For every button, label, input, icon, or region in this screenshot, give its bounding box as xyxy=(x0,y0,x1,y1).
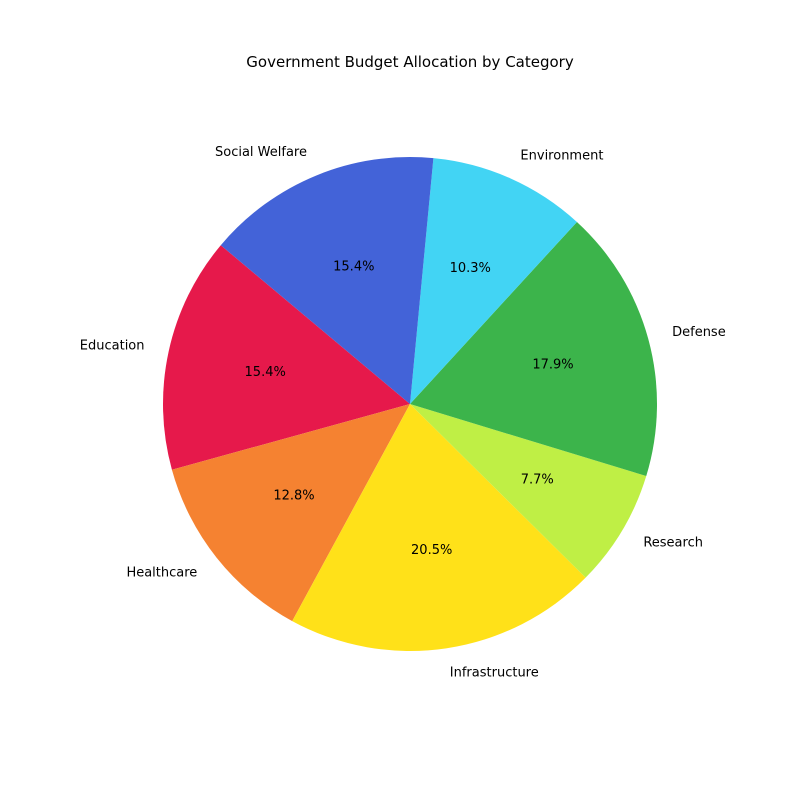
pie-labels: Education 15.4% Healthcare 12.8% Infrastruct… xyxy=(80,145,726,680)
slice-percent-environment: 10.3% xyxy=(450,261,491,276)
pie-slice-education xyxy=(163,245,410,470)
pie-slice-healthcare xyxy=(171,404,410,622)
slice-percent-defense: 17.9% xyxy=(532,357,573,372)
chart-title: Government Budget Allocation by Category xyxy=(246,53,574,71)
slice-percent-research: 7.7% xyxy=(521,472,554,487)
pie-slices xyxy=(163,157,657,652)
pie-slice-defense xyxy=(410,221,657,477)
slice-label-healthcare: Healthcare xyxy=(126,566,197,581)
slice-percent-infrastructure: 20.5% xyxy=(411,543,452,558)
slice-percent-healthcare: 12.8% xyxy=(273,489,314,504)
pie-slice-research xyxy=(410,404,647,578)
slice-label-defense: Defense xyxy=(672,325,726,340)
slice-label-research: Research xyxy=(643,536,703,551)
slice-percent-education: 15.4% xyxy=(245,365,286,380)
slice-percent-social-welfare: 15.4% xyxy=(333,259,374,274)
slice-label-social-welfare: Social Welfare xyxy=(215,145,307,160)
slice-label-environment: Environment xyxy=(520,148,603,163)
pie-slice-environment xyxy=(410,158,577,404)
slice-label-education: Education xyxy=(80,339,145,354)
pie-slice-social-welfare xyxy=(220,157,434,404)
pie-slice-infrastructure xyxy=(292,404,586,652)
slice-label-infrastructure: Infrastructure xyxy=(450,665,539,680)
